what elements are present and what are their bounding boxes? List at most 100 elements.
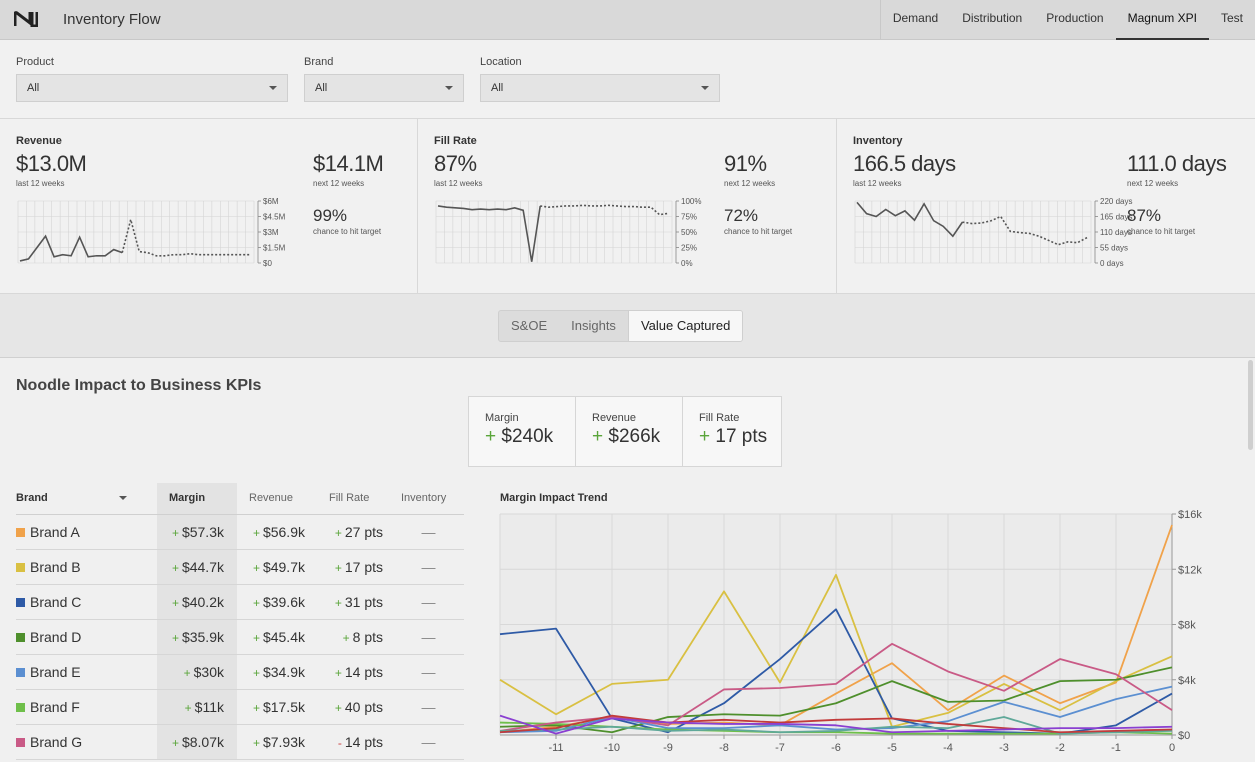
table-row[interactable]: Brand C + $40.2k + $39.6k +31 pts —	[16, 585, 464, 620]
brand-name: Brand D	[30, 629, 82, 645]
table-row[interactable]: Brand E + $30k + $34.9k +14 pts —	[16, 655, 464, 690]
sparkline-tick-label: 75%	[681, 213, 697, 222]
sparkline-actual-line	[437, 205, 542, 262]
margin-cell: + $40.2k	[157, 585, 237, 619]
nav-production[interactable]: Production	[1046, 11, 1104, 25]
trend-series-line-8[interactable]	[499, 716, 1173, 735]
revenue-cell: + $17.5k	[237, 690, 317, 724]
fill-rate-value: 27 pts	[344, 524, 383, 540]
sparkline-tick-label: $6M	[263, 197, 279, 206]
impact-value-text: 17 pts	[715, 426, 768, 447]
table-row[interactable]: Brand D + $35.9k + $45.4k +8 pts —	[16, 620, 464, 655]
kpi-forecast-sub: next 12 weeks	[313, 179, 365, 188]
brand-color-swatch	[16, 667, 25, 677]
x-tick-label: -6	[831, 742, 841, 754]
tab-soe[interactable]: S&OE	[511, 318, 548, 333]
table-header: Brand Margin Revenue Fill Rate Inventory	[16, 483, 464, 515]
sparkline-tick-label: 220 days	[1100, 197, 1132, 206]
x-tick-label: -3	[999, 742, 1009, 754]
inventory-cell: —	[421, 664, 436, 680]
fill-rate-column-header[interactable]: Fill Rate	[329, 492, 370, 504]
sparkline-forecast-line	[121, 216, 250, 257]
nav-demand[interactable]: Demand	[892, 11, 939, 25]
brand-cell: Brand F	[16, 690, 157, 724]
fill-rate-cell: +14 pts	[317, 655, 393, 689]
impact-card-margin: Margin + $240k	[469, 397, 576, 466]
margin-cell: + $11k	[157, 690, 237, 724]
nav-test[interactable]: Test	[1220, 11, 1243, 25]
brand-column-header[interactable]: Brand	[16, 483, 157, 514]
impact-summary: Margin + $240k Revenue + $266k Fill Rate…	[468, 396, 782, 467]
fill-rate-value: 14 pts	[344, 664, 383, 680]
trend-chart-title: Margin Impact Trend	[500, 492, 608, 504]
location-select[interactable]: All	[480, 74, 720, 102]
fill-rate-cell: +31 pts	[317, 585, 393, 619]
noodle-logo-icon[interactable]	[14, 11, 38, 27]
chevron-down-icon	[269, 86, 277, 90]
revenue-cell: + $34.9k	[237, 655, 317, 689]
trend-series-line-4[interactable]	[499, 666, 1173, 734]
revenue-value: $56.9k	[262, 524, 305, 540]
fill-sign: +	[334, 526, 342, 540]
y-tick-label: $12k	[1178, 564, 1202, 576]
fill-rate-cell: +40 pts	[317, 690, 393, 724]
trend-series-line-7[interactable]	[499, 642, 1173, 732]
section-title: Noodle Impact to Business KPIs	[16, 377, 262, 394]
y-tick-label: $16k	[1178, 509, 1202, 521]
margin-cell: + $30k	[157, 655, 237, 689]
chevron-down-icon	[445, 86, 453, 90]
inventory-column-header[interactable]: Inventory	[401, 492, 447, 504]
nav-magnum-xpi[interactable]: Magnum XPI	[1115, 0, 1209, 40]
table-row[interactable]: Brand A + $57.3k + $56.9k +27 pts —	[16, 515, 464, 550]
x-tick-label: -2	[1055, 742, 1065, 754]
app-title: Inventory Flow	[63, 11, 161, 28]
margin-cell: + $35.9k	[157, 620, 237, 654]
sparkline-tick-label: 110 days	[1100, 228, 1132, 237]
tab-value-captured[interactable]: Value Captured	[627, 311, 743, 341]
margin-value: $57.3k	[181, 524, 224, 540]
kpi-sparkline: $6M $4.5M $3M $1.5M $0	[17, 197, 286, 268]
fill-rate-cell: +17 pts	[317, 550, 393, 584]
revenue-column-header[interactable]: Revenue	[249, 492, 294, 504]
kpi-value-sub: last 12 weeks	[434, 179, 483, 188]
brand-name: Brand F	[30, 699, 80, 715]
scrollbar-thumb[interactable]	[1248, 360, 1253, 450]
nav-distribution[interactable]: Distribution	[962, 11, 1023, 25]
trend-series-line-9[interactable]	[499, 714, 1173, 734]
trend-series-line-2[interactable]	[499, 573, 1173, 728]
product-select-value: All	[27, 82, 40, 94]
brand-color-swatch	[16, 527, 25, 537]
inventory-cell: —	[421, 699, 436, 715]
tab-insights[interactable]: Insights	[571, 318, 616, 333]
product-select[interactable]: All	[16, 74, 288, 102]
kpi-card-revenue[interactable]: Revenue $13.0M last 12 weeks $14.1M next…	[0, 119, 418, 294]
kpi-card-fill-rate[interactable]: Fill Rate 87% last 12 weeks 91% next 12 …	[418, 119, 837, 294]
brand-select[interactable]: All	[304, 74, 464, 102]
filter-bar: Product All Brand All Location All	[0, 40, 1255, 119]
plus-icon: +	[699, 426, 711, 447]
x-tick-label: -8	[719, 742, 729, 754]
inventory-cell: —	[421, 559, 436, 575]
impact-label: Revenue	[592, 412, 637, 424]
table-row[interactable]: Brand F + $11k + $17.5k +40 pts —	[16, 690, 464, 725]
margin-column-header[interactable]: Margin	[157, 483, 237, 514]
table-row[interactable]: Brand B + $44.7k + $49.7k +17 pts —	[16, 550, 464, 585]
sparkline-actual-line	[19, 234, 123, 262]
brand-color-swatch	[16, 562, 25, 572]
fill-rate-value: 14 pts	[344, 734, 383, 750]
sparkline-tick-label: $0	[263, 259, 272, 268]
brand-color-swatch	[16, 702, 25, 712]
fill-rate-value: 8 pts	[352, 629, 383, 645]
plus-icon: +	[252, 736, 260, 750]
plus-icon: +	[252, 561, 260, 575]
kpi-chance-sub: chance to hit target	[724, 227, 793, 236]
margin-value: $40.2k	[181, 594, 224, 610]
table-row[interactable]: Brand G + $8.07k + $7.93k -14 pts —	[16, 725, 464, 760]
brand-cell: Brand G	[16, 725, 157, 759]
chevron-down-icon	[701, 86, 709, 90]
impact-card-revenue: Revenue + $266k	[576, 397, 683, 466]
kpi-card-inventory[interactable]: Inventory 166.5 days last 12 weeks 111.0…	[837, 119, 1255, 294]
trend-series-line-10[interactable]	[499, 714, 1173, 735]
plus-icon: +	[252, 596, 260, 610]
impact-card-fill-rate: Fill Rate + 17 pts	[683, 397, 781, 466]
